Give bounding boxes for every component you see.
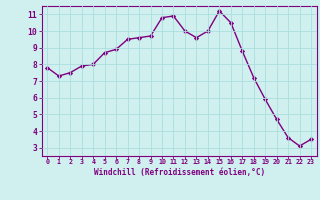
X-axis label: Windchill (Refroidissement éolien,°C): Windchill (Refroidissement éolien,°C) xyxy=(94,168,265,177)
